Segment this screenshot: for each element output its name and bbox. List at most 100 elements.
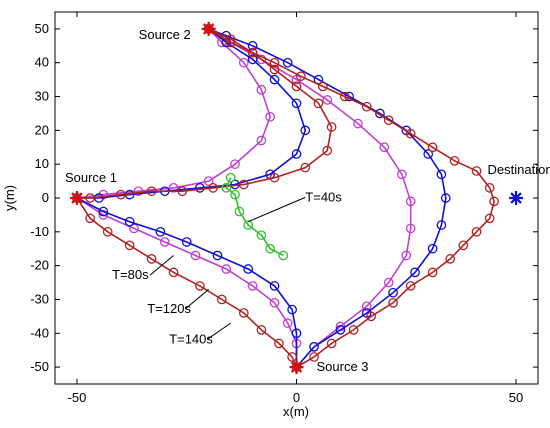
data-point xyxy=(309,352,319,362)
data-point xyxy=(291,328,302,339)
y-tick-label: -10 xyxy=(30,224,49,239)
data-point xyxy=(146,254,157,264)
data-point xyxy=(484,213,495,224)
source-marker xyxy=(201,21,216,36)
data-point xyxy=(247,54,258,65)
source-marker xyxy=(69,191,84,205)
series-green xyxy=(221,172,289,261)
data-point xyxy=(203,176,214,186)
data-point xyxy=(155,226,166,237)
annotation-label: T=40s xyxy=(305,189,342,204)
data-point xyxy=(181,237,192,247)
source-label: Source 3 xyxy=(317,359,369,374)
annotation-leader xyxy=(248,196,306,223)
data-point xyxy=(405,128,416,139)
y-axis-label: y(m) xyxy=(2,185,17,211)
data-point xyxy=(247,47,258,58)
data-point xyxy=(317,81,328,92)
data-point xyxy=(230,189,240,200)
y-tick-label: 50 xyxy=(35,21,49,36)
data-point xyxy=(177,186,188,197)
data-point xyxy=(195,183,205,193)
data-point xyxy=(133,186,144,197)
source-label: Source 1 xyxy=(65,170,117,185)
data-point xyxy=(269,64,280,75)
data-point xyxy=(379,142,390,153)
axis-ticks: -50 0 50 -50 -40 -30 -20 -10 0 10 20 30 40 50 xyxy=(30,12,538,405)
destination-marker xyxy=(509,191,524,205)
data-point xyxy=(405,281,416,291)
data-point xyxy=(238,179,249,190)
data-point xyxy=(300,162,311,173)
x-tick-label: 0 xyxy=(293,390,300,405)
data-point xyxy=(208,183,218,193)
data-point xyxy=(326,338,337,349)
x-tick-label: 50 xyxy=(509,390,523,405)
data-point xyxy=(282,57,293,68)
data-point xyxy=(256,325,267,335)
annotation-label: T=140s xyxy=(169,331,213,346)
data-point xyxy=(238,308,249,318)
data-point xyxy=(401,250,412,261)
data-point xyxy=(458,240,469,251)
data-point xyxy=(212,250,223,261)
data-point xyxy=(309,341,319,352)
data-point xyxy=(225,172,236,183)
annotations-layer: T=40s T=80s T=120s T=140s xyxy=(112,189,342,346)
data-point xyxy=(361,301,372,312)
data-point xyxy=(274,338,284,349)
annotation-leader xyxy=(206,322,231,340)
x-tick-label: -50 xyxy=(68,390,87,405)
data-point xyxy=(159,237,170,247)
data-point xyxy=(300,125,311,136)
data-point xyxy=(405,196,416,207)
y-tick-label: 20 xyxy=(35,122,49,137)
data-point xyxy=(124,216,135,227)
data-point xyxy=(269,74,280,85)
y-tick-label: -40 xyxy=(30,325,49,340)
data-point xyxy=(278,250,289,261)
data-point xyxy=(168,183,179,193)
data-point xyxy=(85,193,95,203)
data-point xyxy=(243,264,254,274)
data-point xyxy=(85,213,95,224)
annotation-label: T=120s xyxy=(147,301,191,316)
series-line xyxy=(74,28,412,370)
data-point xyxy=(256,230,267,241)
data-point xyxy=(129,223,139,234)
data-point xyxy=(405,223,416,234)
data-point xyxy=(326,122,337,132)
data-point xyxy=(291,149,302,159)
data-point xyxy=(423,149,434,159)
data-point xyxy=(296,71,306,82)
source-label: Source 2 xyxy=(139,27,191,42)
data-point xyxy=(282,318,293,328)
data-point xyxy=(238,57,249,68)
data-point xyxy=(269,281,280,291)
data-point xyxy=(190,250,201,261)
data-point xyxy=(287,304,297,315)
data-point xyxy=(124,240,135,251)
data-point xyxy=(256,135,267,146)
data-point xyxy=(427,267,438,278)
data-point xyxy=(322,95,333,105)
data-point xyxy=(247,40,258,51)
annotation-leader xyxy=(149,255,174,276)
data-point xyxy=(375,108,385,119)
series-line xyxy=(75,28,495,369)
data-point xyxy=(339,91,350,102)
data-point xyxy=(225,37,236,48)
data-point xyxy=(335,325,346,335)
data-point xyxy=(445,254,456,264)
markers-layer: Source 1 Source 2 Source 3 Destination xyxy=(65,21,550,375)
data-point xyxy=(168,267,179,278)
data-point xyxy=(98,206,109,217)
data-point xyxy=(484,183,495,193)
data-point xyxy=(102,226,113,237)
data-point xyxy=(388,287,398,298)
data-point xyxy=(361,101,372,112)
data-point xyxy=(440,193,451,203)
data-point xyxy=(195,281,205,291)
data-point xyxy=(256,84,267,95)
